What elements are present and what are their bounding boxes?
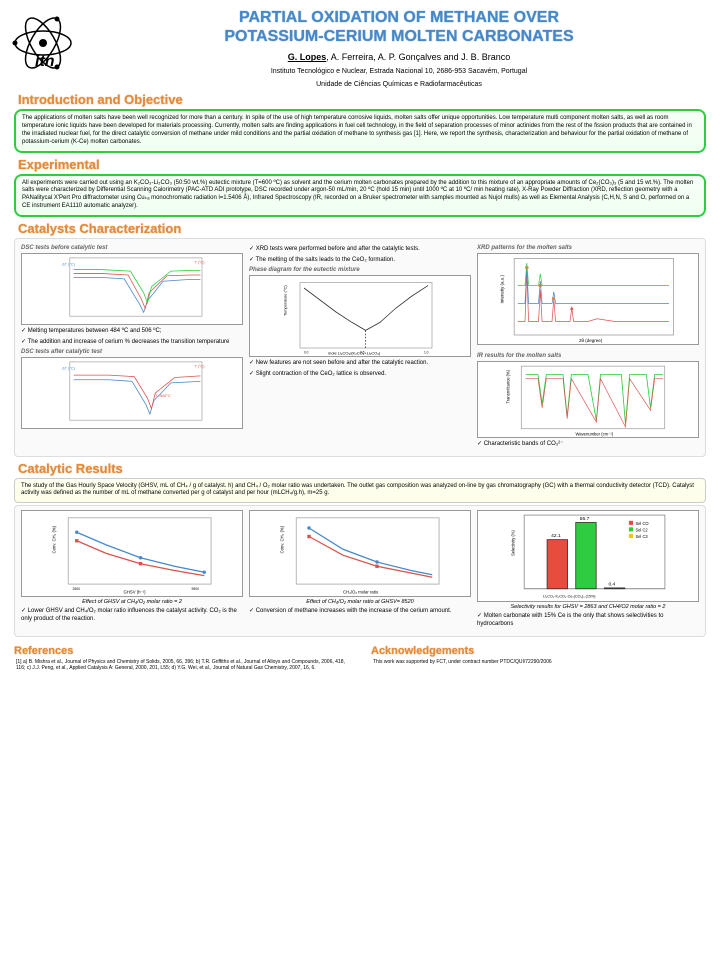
intro-title: Introduction and Objective: [18, 92, 712, 107]
title-block: PARTIAL OXIDATION OF METHANE OVER POTASS…: [86, 8, 712, 88]
svg-text:ΔT (°C): ΔT (°C): [62, 261, 76, 266]
phase-note-1: New features are not seen before and aft…: [249, 360, 471, 368]
svg-text:T (°C): T (°C): [194, 364, 205, 369]
svg-text:Transmittance (%): Transmittance (%): [506, 369, 511, 403]
svg-text:2500: 2500: [73, 587, 81, 591]
svg-text:Sel C2: Sel C2: [635, 528, 648, 533]
svg-text:Sel CO: Sel CO: [635, 521, 648, 526]
char-title: Catalysts Characterization: [18, 221, 712, 236]
phase-label: Phase diagram for the eutectic mixture: [249, 267, 471, 273]
exp-box: All experiments were carried out using a…: [14, 174, 706, 217]
svg-text:itn: itn: [35, 53, 55, 70]
itn-logo: itn: [8, 8, 78, 78]
xrd-note-1: XRD tests were performed before and afte…: [249, 246, 471, 254]
svg-text:Selectivity (%): Selectivity (%): [510, 530, 515, 556]
svg-text:0.0: 0.0: [304, 351, 309, 355]
intro-box: The applications of molten salts have be…: [14, 109, 706, 152]
title-line2: POTASSIUM-CERIUM MOLTEN CARBONATES: [224, 28, 573, 45]
xrd-note-2: The melting of the salts leads to the Ce…: [249, 257, 471, 265]
exp-title: Experimental: [18, 157, 712, 172]
title-line1: PARTIAL OXIDATION OF METHANE OVER: [239, 9, 559, 26]
svg-text:0.4: 0.4: [608, 582, 615, 588]
char-col-1: DSC tests before catalytic test ΔT (°C) …: [21, 243, 243, 452]
result-col-2: Conv. CH₄ (%) CH₄/O₂ molar ratio Effect …: [249, 510, 471, 632]
ack-title: Acknowledgements: [371, 645, 712, 657]
affiliation-2: Unidade de Ciências Químicas e Radiofarm…: [86, 81, 712, 88]
ack-text: This work was supported by FCT, under co…: [365, 659, 712, 665]
selectivity-bar-chart: Selectivity (%) 42.1 56.7 0.4 Sel CO Sel…: [477, 510, 699, 602]
results-intro: The study of the Gas Hourly Space Veloci…: [14, 478, 706, 504]
svg-text:CH₄/O₂ molar ratio: CH₄/O₂ molar ratio: [343, 590, 379, 595]
result-col-1: Conv. CH₄ (%) GHSV (h⁻¹) 2500 9500 Effect…: [21, 510, 243, 632]
svg-text:2θ (degree): 2θ (degree): [579, 338, 603, 343]
svg-text:Conv. CH₄ (%): Conv. CH₄ (%): [280, 525, 285, 553]
svg-text:56.7: 56.7: [580, 516, 590, 522]
poster-title: PARTIAL OXIDATION OF METHANE OVER POTASS…: [86, 8, 712, 46]
svg-text:ΔT (°C): ΔT (°C): [62, 366, 76, 371]
result-col-3: Selectivity (%) 42.1 56.7 0.4 Sel CO Sel…: [477, 510, 699, 632]
other-authors: , A. Ferreira, A. P. Gonçalves and J. B.…: [326, 52, 510, 62]
char-col-2: XRD tests were performed before and afte…: [249, 243, 471, 452]
footer: References [1] a) B. Mishra et al., Jour…: [8, 641, 712, 671]
svg-text:0.5: 0.5: [360, 351, 365, 355]
ratio-chart: Conv. CH₄ (%) CH₄/O₂ molar ratio: [249, 510, 471, 597]
affiliation-1: Instituto Tecnológico e Nuclear, Estrada…: [86, 68, 712, 75]
svg-text:mole Li₂CO₃/(K₂CO₃+Li₂CO₃): mole Li₂CO₃/(K₂CO₃+Li₂CO₃): [328, 351, 381, 356]
refs-title: References: [14, 645, 355, 657]
ir-chart: Transmittance (%) Wavenumber (cm⁻¹): [477, 361, 699, 438]
cap-1: Effect of GHSV at CH₄/O₂ molar ratio = 2: [21, 599, 243, 605]
refs-text: [1] a) B. Mishra et al., Journal of Phys…: [8, 659, 355, 671]
phase-note-2: Slight contraction of the CeO₂ lattice i…: [249, 371, 471, 379]
res-note-2: Conversion of methane increases with the…: [249, 608, 471, 616]
svg-text:Wavenumber (cm⁻¹): Wavenumber (cm⁻¹): [576, 431, 614, 436]
cap-3: Selectivity results for GHSV = 2863 and …: [477, 604, 699, 610]
bar-sample-label: Li₂CO₃·K₂CO₃·Ce₂(CO₃)₃ (15%): [543, 595, 596, 599]
ack-col: Acknowledgements This work was supported…: [365, 641, 712, 671]
dsc-before-chart: ΔT (°C) T (°C): [21, 253, 243, 325]
phase-chart: Temperature (°C) mole Li₂CO₃/(K₂CO₃+Li₂C…: [249, 275, 471, 357]
lead-author: G. Lopes: [288, 52, 327, 62]
svg-text:GHSV (h⁻¹): GHSV (h⁻¹): [123, 590, 146, 595]
dsc-after-chart: ΔT (°C) T (°C) T=506°C: [21, 357, 243, 429]
results-grid: Conv. CH₄ (%) GHSV (h⁻¹) 2500 9500 Effect…: [14, 505, 706, 637]
svg-text:Intensity (a.u.): Intensity (a.u.): [499, 274, 504, 303]
ir-note: Characteristic bands of CO₃²⁻: [477, 441, 699, 449]
svg-text:9500: 9500: [191, 587, 199, 591]
svg-text:T=506°C: T=506°C: [155, 393, 171, 398]
char-col-3: XRD patterns for the molten salts Intens…: [477, 243, 699, 452]
xrd-label: XRD patterns for the molten salts: [477, 245, 699, 251]
char-grid: DSC tests before catalytic test ΔT (°C) …: [14, 238, 706, 457]
svg-text:T (°C): T (°C): [194, 259, 205, 264]
header: itn PARTIAL OXIDATION OF METHANE OVER PO…: [8, 8, 712, 88]
cap-2: Effect of CH₄/O₂ molar ratio at GHSV= 85…: [249, 599, 471, 605]
char-note-2: The addition and increase of cerium % de…: [21, 339, 243, 347]
ghsv-chart: Conv. CH₄ (%) GHSV (h⁻¹) 2500 9500: [21, 510, 243, 597]
res-note-3: Molten carbonate with 15% Ce is the only…: [477, 613, 699, 629]
dsc-after-label: DSC tests after catalytic test: [21, 349, 243, 355]
authors: G. Lopes, A. Ferreira, A. P. Gonçalves a…: [86, 52, 712, 62]
svg-text:Sel C3: Sel C3: [635, 534, 648, 539]
ir-label: IR results for the molten salts: [477, 353, 699, 359]
char-note-1: Melting temperatures between 484 ºC and …: [21, 328, 243, 336]
xrd-chart: Intensity (a.u.) 2θ (degree): [477, 253, 699, 345]
svg-text:Conv. CH₄ (%): Conv. CH₄ (%): [51, 525, 56, 553]
svg-text:1.0: 1.0: [424, 351, 429, 355]
svg-text:Temperature (°C): Temperature (°C): [282, 285, 287, 316]
svg-text:42.1: 42.1: [551, 533, 561, 539]
dsc-before-label: DSC tests before catalytic test: [21, 245, 243, 251]
res-note-1: Lower GHSV and CH₄/O₂ molar ratio influe…: [21, 608, 243, 624]
refs-col: References [1] a) B. Mishra et al., Jour…: [8, 641, 355, 671]
results-title: Catalytic Results: [18, 461, 712, 476]
